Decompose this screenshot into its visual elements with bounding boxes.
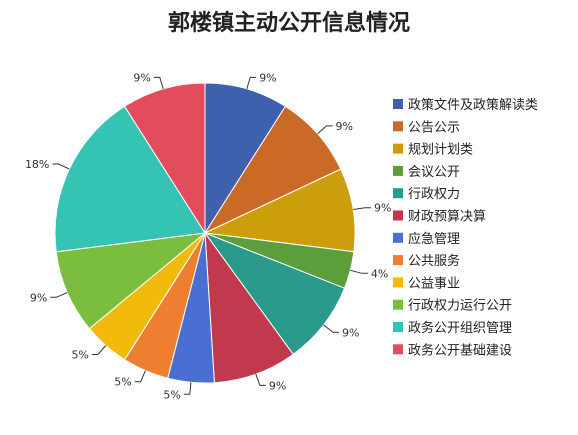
leader-line bbox=[323, 324, 339, 333]
legend-swatch bbox=[393, 232, 403, 243]
leader-line bbox=[50, 292, 68, 298]
legend-swatch bbox=[393, 277, 403, 288]
percent-label: 4% bbox=[371, 267, 388, 280]
legend-label: 规划计划类 bbox=[408, 143, 473, 158]
legend-label: 政务公开基础建设 bbox=[408, 342, 512, 358]
leader-line bbox=[317, 125, 333, 135]
legend-label: 公告公示 bbox=[408, 120, 460, 135]
leader-line bbox=[52, 163, 70, 170]
legend-label: 行政权力 bbox=[408, 186, 460, 202]
leader-line bbox=[246, 76, 257, 90]
leader-lines bbox=[50, 76, 371, 395]
leader-line bbox=[153, 76, 164, 90]
percent-label: 9% bbox=[133, 71, 150, 84]
percent-label: 5% bbox=[114, 376, 131, 389]
percent-label: 18% bbox=[25, 158, 49, 171]
legend-swatch bbox=[393, 255, 403, 266]
legend-label: 政务公开组织管理 bbox=[408, 320, 512, 336]
legend-label: 行政权力运行公开 bbox=[408, 298, 512, 314]
pie-slice bbox=[203, 105, 342, 235]
pie-slice bbox=[54, 105, 206, 253]
legend-swatch bbox=[393, 210, 403, 221]
legend-label: 公共服务 bbox=[408, 253, 460, 269]
percent-labels: 9% 9% 9% 4% 9% 9% 5% 5% 5% 9% 18% 9% bbox=[25, 71, 392, 401]
legend-swatch bbox=[393, 188, 403, 199]
percent-label: 5% bbox=[163, 388, 180, 401]
pie-slice bbox=[123, 82, 206, 235]
percent-label: 9% bbox=[374, 202, 391, 215]
leader-line bbox=[183, 382, 192, 395]
legend-label: 会议公开 bbox=[408, 165, 460, 180]
legend-swatch bbox=[393, 99, 403, 109]
percent-label: 9% bbox=[30, 291, 47, 304]
legend-label: 财政预算决算 bbox=[408, 210, 486, 225]
legend-swatch bbox=[393, 322, 403, 332]
percent-label: 9% bbox=[342, 326, 359, 339]
leader-line bbox=[255, 373, 266, 386]
pie-slice bbox=[55, 232, 207, 330]
pie-slice bbox=[203, 168, 356, 253]
percent-label: 5% bbox=[71, 349, 88, 362]
legend-label: 公益事业 bbox=[408, 276, 460, 291]
legend-swatch bbox=[393, 299, 403, 310]
leader-line bbox=[353, 207, 371, 210]
percent-label: 9% bbox=[269, 379, 286, 392]
leader-line bbox=[134, 370, 146, 383]
pie-slice bbox=[204, 82, 287, 235]
pie-slice bbox=[203, 231, 346, 356]
legend-swatch bbox=[393, 344, 403, 355]
pie-slices bbox=[54, 82, 356, 384]
pie-slice bbox=[204, 231, 294, 384]
leader-line bbox=[350, 269, 368, 274]
chart-title: 郭楼镇主动公开信息情况 bbox=[168, 10, 410, 36]
legend-label: 应急管理 bbox=[408, 231, 460, 247]
legend-swatch bbox=[393, 143, 403, 154]
percent-label: 9% bbox=[336, 120, 353, 133]
legend-swatch bbox=[393, 165, 403, 176]
percent-label: 9% bbox=[259, 71, 276, 84]
legend-swatch bbox=[393, 121, 403, 132]
legend: 政策文件及政策解读类公告公示规划计划类会议公开行政权力财政预算决算应急管理公共服… bbox=[393, 97, 538, 358]
leader-line bbox=[91, 345, 107, 355]
legend-label: 政策文件及政策解读类 bbox=[408, 97, 538, 113]
